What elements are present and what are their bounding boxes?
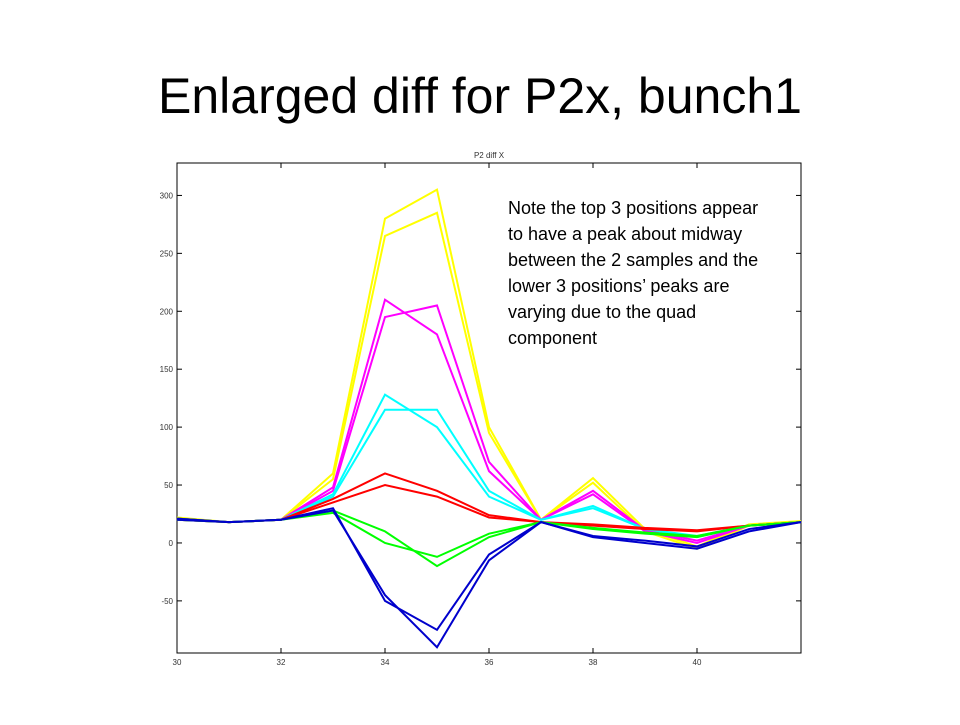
slide-title: Enlarged diff for P2x, bunch1 [158, 68, 802, 124]
annotation-line: between the 2 samples and the [508, 250, 758, 270]
x-tick-label: 32 [277, 658, 286, 667]
y-tick-label: 200 [160, 307, 174, 316]
x-tick-label: 36 [485, 658, 494, 667]
y-tick-label: -50 [161, 597, 173, 606]
annotation-line: Note the top 3 positions appear [508, 198, 758, 218]
y-tick-label: 0 [169, 539, 174, 548]
x-tick-label: 38 [589, 658, 598, 667]
x-tick-label: 40 [693, 658, 702, 667]
plot-area [176, 162, 802, 654]
y-tick-label: 300 [160, 191, 174, 200]
x-tick-label: 30 [173, 658, 182, 667]
annotation-line: lower 3 positions’ peaks are [508, 276, 729, 296]
chart-title: P2 diff X [474, 151, 505, 160]
annotation-line: to have a peak about midway [508, 224, 742, 244]
x-tick-label: 34 [381, 658, 390, 667]
lines [176, 188, 802, 649]
annotation-line: component [508, 328, 597, 348]
y-tick-label: 50 [164, 481, 173, 490]
ticks: -50 0 50 100 150 200 250 300 30 32 34 36 38 40 [160, 163, 801, 667]
y-tick-label: 250 [160, 249, 174, 258]
y-tick-label: 150 [160, 365, 174, 374]
series-line [176, 509, 802, 649]
annotation: Note the top 3 positions appear to have a… [508, 198, 758, 348]
annotation-line: varying due to the quad [508, 302, 696, 322]
y-tick-label: 100 [160, 423, 174, 432]
